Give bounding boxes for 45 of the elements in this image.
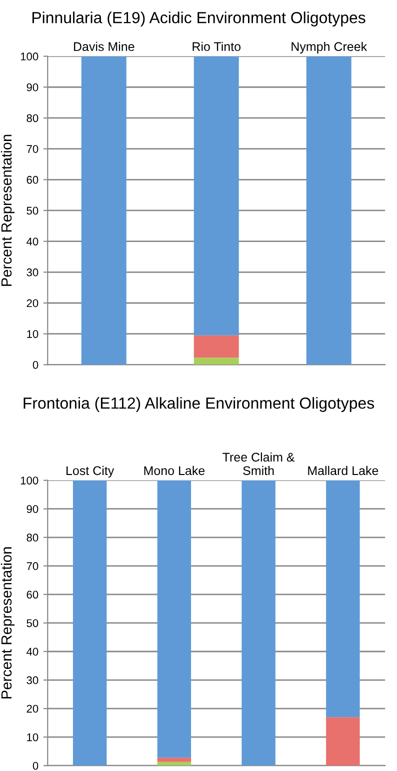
x-tick-label: Mallard Lake <box>308 466 378 476</box>
y-tick-label: 30 <box>26 676 38 684</box>
bar <box>242 480 276 766</box>
x-tick-label: Nymph Creek <box>292 42 368 54</box>
y-tick-label: 90 <box>26 505 38 513</box>
y-tick-label: 40 <box>26 238 38 246</box>
y-tick-label: 60 <box>26 176 38 184</box>
bar <box>157 762 192 766</box>
bar <box>326 717 360 766</box>
bar <box>157 480 192 758</box>
bar <box>194 56 239 336</box>
chart-title: Pinnularia (E19) Acidic Environment Oligotypes <box>32 12 366 26</box>
x-tick-label: Davis Mine <box>74 42 134 52</box>
y-tick-label: 90 <box>26 83 38 92</box>
y-tick-label: 20 <box>26 704 38 713</box>
y-tick-label: 100 <box>20 476 38 484</box>
y-axis-title: Percent Representation <box>0 547 15 698</box>
x-tick-label: Tree Claim & Smith <box>222 452 295 476</box>
y-tick-label: 100 <box>20 52 38 60</box>
y-axis-title: Percent Representation <box>0 134 15 286</box>
y-tick-label: 70 <box>26 145 38 153</box>
chart-title: Frontonia (E112) Alkaline Environment Oligotypes <box>24 397 374 412</box>
y-tick-label: 50 <box>26 206 38 215</box>
bar <box>306 56 352 365</box>
x-tick-label: Mono Lake <box>144 466 205 476</box>
y-tick-label: 10 <box>27 733 38 742</box>
bar <box>81 56 126 365</box>
bar <box>326 480 360 718</box>
y-tick-label: 30 <box>26 268 38 276</box>
y-tick-label: 70 <box>26 562 38 570</box>
y-tick-label: 80 <box>26 534 38 542</box>
y-tick-label: 20 <box>26 299 38 308</box>
y-tick-label: 10 <box>27 330 38 338</box>
y-tick-label: 80 <box>26 114 38 122</box>
x-tick-label: Rio Tinto <box>192 42 241 52</box>
y-tick-label: 0 <box>32 360 38 369</box>
y-tick-label: 0 <box>32 762 38 770</box>
x-tick-label: Lost City <box>66 466 114 478</box>
bar <box>194 335 239 358</box>
bar <box>194 358 239 365</box>
y-tick-label: 50 <box>26 619 38 628</box>
bar <box>157 758 192 762</box>
y-tick-label: 60 <box>26 590 38 599</box>
bar <box>72 480 107 766</box>
y-tick-label: 40 <box>26 648 38 656</box>
